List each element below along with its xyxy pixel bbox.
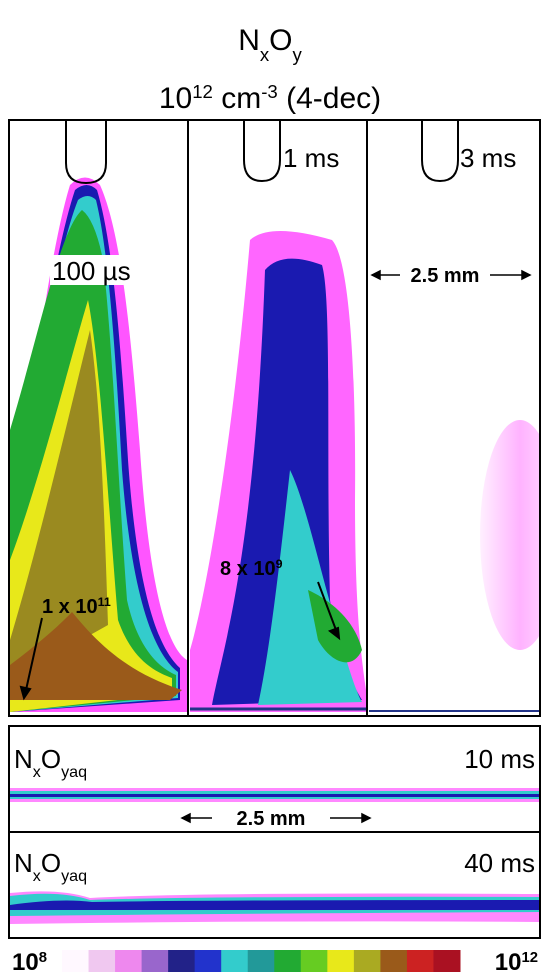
subscript: yaq [61, 763, 87, 781]
colorbar-swatch [115, 950, 142, 972]
superscript: 12 [192, 81, 213, 102]
superscript: -3 [261, 81, 278, 102]
subscript: x [33, 867, 41, 885]
text-part: N [238, 24, 260, 57]
panel-time: 100 µs [52, 256, 131, 286]
aq-time: 40 ms [464, 848, 535, 878]
colorbar-swatch [407, 950, 434, 972]
colorbar-swatch [327, 950, 354, 972]
text-part: cm [213, 82, 261, 115]
subscript: x [33, 763, 41, 781]
probe [422, 121, 458, 181]
probe [244, 121, 280, 181]
colorbar-swatch [380, 950, 407, 972]
aq-band [10, 788, 539, 802]
colorbar-swatch [168, 950, 195, 972]
title: NxOy [238, 24, 302, 65]
colorbar [62, 950, 461, 972]
subscript: yaq [61, 867, 87, 885]
colorbar-swatch [89, 950, 116, 972]
superscript: 9 [276, 557, 283, 571]
text-part: 10 [159, 82, 192, 115]
text-part: O [41, 744, 61, 774]
colorbar-swatch [142, 950, 169, 972]
text-part: (4-dec) [278, 82, 381, 115]
colorbar-swatch [62, 950, 89, 972]
colorbar-swatch [274, 950, 301, 972]
contour-3ms [480, 420, 541, 650]
text-part: 8 x 10 [220, 558, 276, 580]
text-part: O [269, 24, 292, 57]
colorbar-swatch [221, 950, 248, 972]
text-part: 10 [12, 949, 39, 974]
text-part: 1 x 10 [42, 596, 98, 618]
figure: NxOy1012 cm-3 (4-dec)100 µs1 ms3 ms2.5 m… [0, 0, 541, 974]
colorbar-max: 1012 [495, 949, 538, 974]
colorbar-min: 108 [12, 949, 47, 974]
text-part: N [14, 744, 33, 774]
colorbar-swatch [433, 950, 460, 972]
contour-1ms [190, 231, 366, 712]
text-part: N [14, 848, 33, 878]
subtitle: 1012 cm-3 (4-dec) [159, 81, 381, 116]
colorbar-swatch [248, 950, 275, 972]
colorbar-swatch [195, 950, 222, 972]
panel-time: 1 ms [283, 143, 339, 173]
aq-time: 10 ms [464, 744, 535, 774]
text-part: O [41, 848, 61, 878]
panel-time: 3 ms [460, 143, 516, 173]
superscript: 11 [98, 595, 111, 609]
colorbar-swatch [354, 950, 381, 972]
scale-label: 2.5 mm [237, 808, 306, 830]
annotation: 8 x 109 [220, 557, 283, 580]
superscript: 12 [521, 950, 538, 966]
subscript: y [293, 44, 303, 65]
superscript: 8 [39, 950, 47, 966]
scale-label: 2.5 mm [411, 265, 480, 287]
colorbar-swatch [301, 950, 328, 972]
text-part: 10 [495, 949, 522, 974]
probe [66, 121, 106, 183]
